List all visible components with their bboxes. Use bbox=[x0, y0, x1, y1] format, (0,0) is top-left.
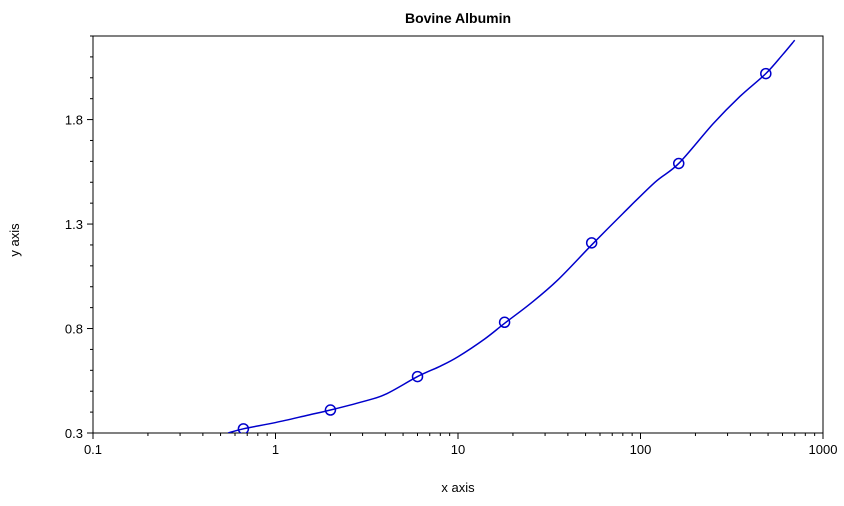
y-axis-ticks: 0.3 0.8 1.3 1.8 bbox=[65, 113, 93, 441]
y-axis-label: y axis bbox=[7, 223, 22, 257]
data-point bbox=[411, 370, 424, 383]
y-tick-label: 0.3 bbox=[65, 426, 83, 441]
x-tick-label: 100 bbox=[630, 442, 652, 457]
x-axis-label: x axis bbox=[441, 480, 475, 495]
fit-curve-line bbox=[227, 39, 796, 433]
chart-title: Bovine Albumin bbox=[405, 10, 511, 26]
data-point bbox=[672, 157, 685, 170]
data-point bbox=[324, 404, 337, 416]
x-tick-label: 1 bbox=[272, 442, 279, 457]
x-tick-label: 10 bbox=[451, 442, 465, 457]
data-point bbox=[760, 67, 772, 80]
x-minor-ticks bbox=[147, 433, 816, 436]
series-layer bbox=[227, 39, 796, 433]
x-tick-label: 1000 bbox=[809, 442, 838, 457]
y-tick-label: 1.3 bbox=[65, 217, 83, 232]
data-point bbox=[498, 316, 511, 329]
y-tick-label: 1.8 bbox=[65, 113, 83, 128]
x-tick-label: 0.1 bbox=[84, 442, 102, 457]
data-point bbox=[237, 423, 250, 433]
y-tick-label: 0.8 bbox=[65, 322, 83, 337]
y-minor-ticks bbox=[90, 35, 93, 413]
data-point bbox=[585, 237, 598, 249]
plot-area-frame bbox=[92, 35, 824, 434]
x-axis-ticks: 0.1 1 10 100 1000 bbox=[84, 433, 838, 457]
